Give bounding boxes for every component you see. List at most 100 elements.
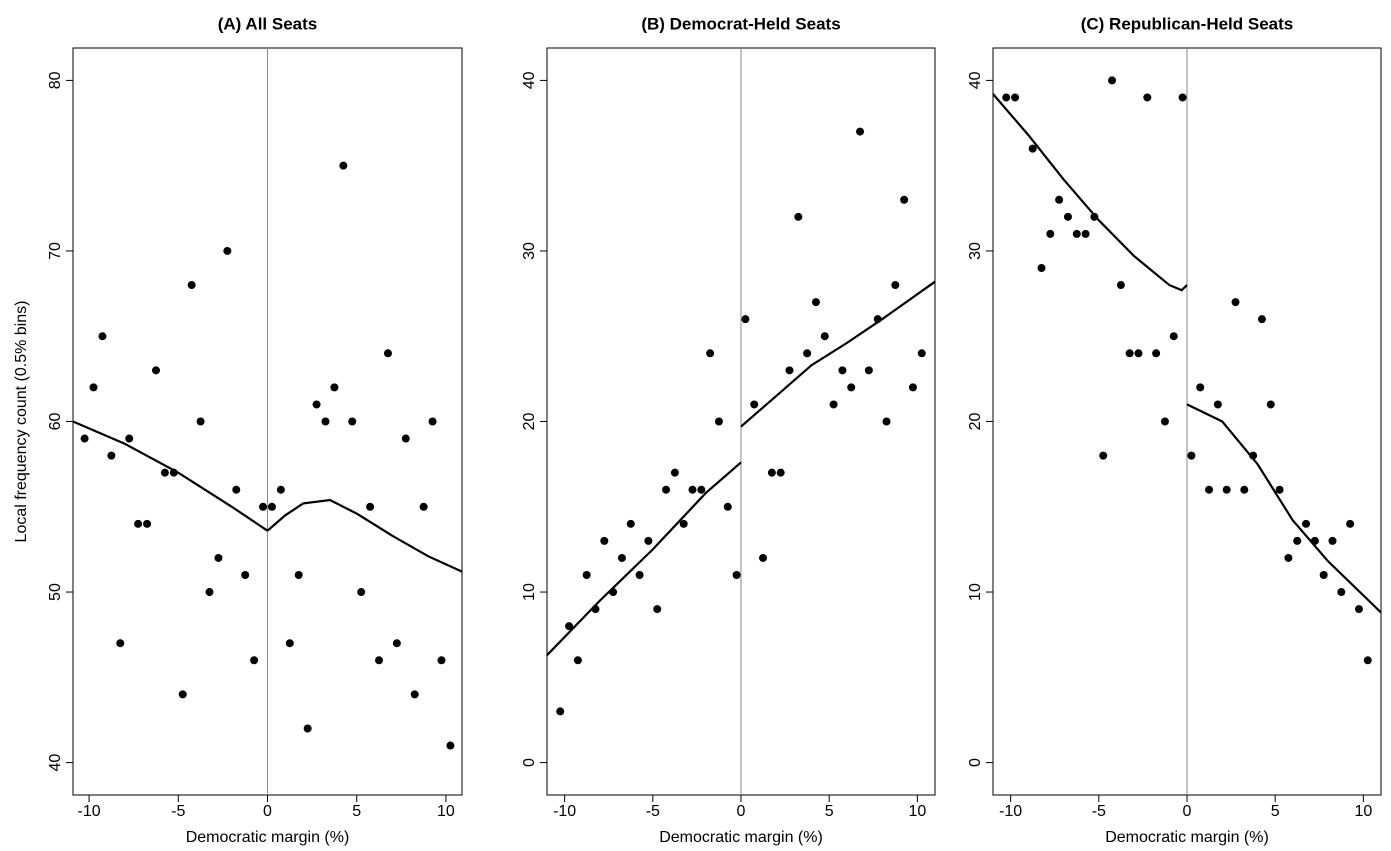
data-point: [1222, 485, 1231, 494]
y-axis-label: Local frequency count (0.5% bins): [13, 301, 30, 543]
data-point: [223, 246, 232, 255]
data-point: [259, 502, 268, 511]
data-point: [565, 622, 574, 631]
x-tick-label: 0: [263, 803, 272, 820]
fit-line: [72, 420, 269, 532]
y-tick-label: 10: [967, 583, 984, 601]
data-point: [1249, 451, 1258, 460]
data-point: [1302, 519, 1311, 528]
data-point: [1055, 195, 1064, 204]
y-tick-label: 80: [47, 71, 64, 89]
data-point: [205, 588, 214, 597]
data-point: [241, 570, 250, 579]
data-point: [1072, 229, 1081, 238]
data-point: [591, 605, 600, 614]
y-tick-label: 20: [521, 413, 538, 431]
data-point: [670, 468, 679, 477]
data-point: [573, 656, 582, 665]
data-point: [321, 417, 330, 426]
y-tick-label: 40: [47, 754, 64, 772]
x-tick-label: 10: [908, 803, 926, 820]
data-point: [714, 417, 723, 426]
data-point: [653, 605, 662, 614]
y-tick-label: 40: [967, 71, 984, 89]
data-point: [125, 434, 134, 443]
data-point: [1257, 315, 1266, 324]
data-point: [1266, 400, 1275, 409]
data-point: [276, 485, 285, 494]
data-point: [697, 485, 706, 494]
data-point: [1143, 93, 1152, 102]
data-point: [1046, 229, 1055, 238]
data-point: [366, 502, 375, 511]
data-point: [1337, 588, 1346, 597]
x-tick-label: 0: [737, 803, 746, 820]
y-tick-label: 30: [967, 242, 984, 260]
data-point: [1205, 485, 1214, 494]
data-point: [864, 366, 873, 375]
data-point: [294, 570, 303, 579]
fit-line: [266, 498, 463, 573]
data-point: [917, 349, 926, 358]
data-point: [1002, 93, 1011, 102]
data-point: [410, 690, 419, 699]
panel-title: (B) Democrat-Held Seats: [641, 14, 840, 33]
x-axis-label: Democratic margin (%): [186, 829, 350, 846]
y-tick-label: 0: [967, 758, 984, 767]
data-point: [1328, 536, 1337, 545]
data-point: [1363, 656, 1372, 665]
data-point: [107, 451, 116, 460]
data-point: [1284, 553, 1293, 562]
data-point: [214, 553, 223, 562]
data-point: [1090, 212, 1099, 221]
data-point: [626, 519, 635, 528]
data-point: [178, 690, 187, 699]
data-point: [169, 468, 178, 477]
data-point: [1275, 485, 1284, 494]
data-point: [143, 519, 152, 528]
data-point: [785, 366, 794, 375]
x-axis-label: Democratic margin (%): [659, 829, 823, 846]
data-point: [582, 570, 591, 579]
data-point: [392, 639, 401, 648]
x-tick-label: 5: [1271, 803, 1280, 820]
data-point: [679, 519, 688, 528]
data-point: [873, 315, 882, 324]
data-point: [285, 639, 294, 648]
x-tick-label: -10: [77, 803, 100, 820]
data-point: [357, 588, 366, 597]
x-tick-label: 5: [825, 803, 834, 820]
data-point: [1081, 229, 1090, 238]
data-point: [1037, 264, 1046, 273]
data-point: [1028, 144, 1037, 153]
data-point: [1169, 332, 1178, 341]
data-point: [1152, 349, 1161, 358]
panel-title: (C) Republican-Held Seats: [1081, 14, 1294, 33]
data-point: [767, 468, 776, 477]
data-point: [811, 298, 820, 307]
data-point: [446, 741, 455, 750]
y-tick-label: 60: [47, 413, 64, 431]
data-point: [80, 434, 89, 443]
data-point: [600, 536, 609, 545]
y-tick-label: 0: [521, 758, 538, 767]
data-point: [908, 383, 917, 392]
data-point: [134, 519, 143, 528]
data-point: [891, 281, 900, 290]
data-point: [1231, 298, 1240, 307]
data-point: [232, 485, 241, 494]
y-tick-label: 20: [967, 413, 984, 431]
data-point: [1240, 485, 1249, 494]
data-point: [847, 383, 856, 392]
fit-line: [1186, 403, 1382, 614]
data-point: [1011, 93, 1020, 102]
data-point: [1293, 536, 1302, 545]
data-point: [803, 349, 812, 358]
data-point: [196, 417, 205, 426]
data-point: [794, 212, 803, 221]
data-point: [375, 656, 384, 665]
data-point: [635, 570, 644, 579]
x-tick-label: -10: [553, 803, 576, 820]
fit-line: [740, 280, 936, 428]
